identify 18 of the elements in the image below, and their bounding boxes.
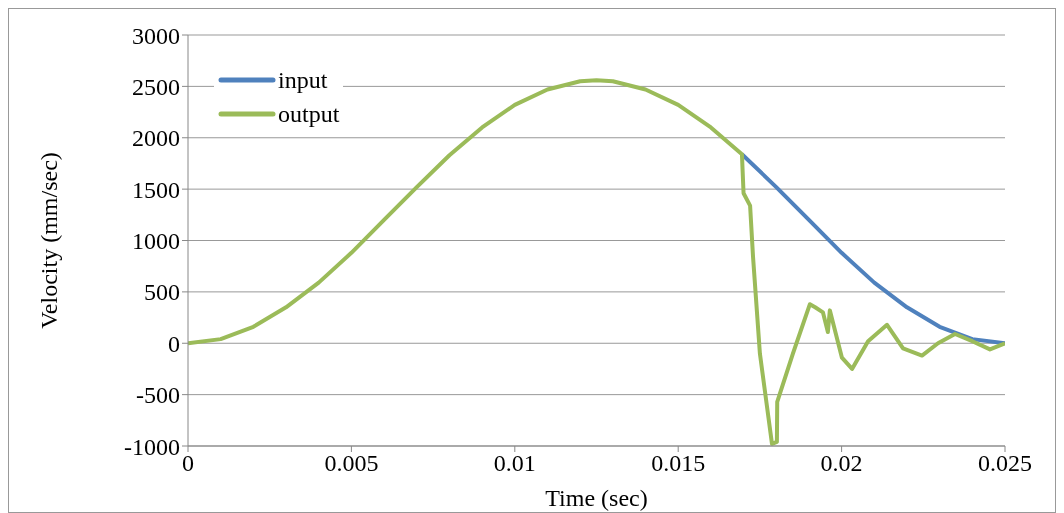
y-tick-label: 2500 bbox=[132, 73, 180, 100]
legend-label: input bbox=[278, 66, 328, 95]
x-tick-label: 0.025 bbox=[978, 450, 1032, 477]
x-axis-title: Time (sec) bbox=[545, 485, 648, 511]
y-axis-title: Velocity (mm/sec) bbox=[35, 152, 62, 329]
y-tick-label: -500 bbox=[136, 382, 180, 409]
y-tick-label: 0 bbox=[168, 330, 180, 357]
x-tick-label: 0.015 bbox=[651, 450, 706, 477]
y-tick-label: -1000 bbox=[124, 433, 180, 460]
x-tick-label: 0.01 bbox=[493, 450, 536, 477]
x-tick-label: 0.005 bbox=[324, 450, 379, 477]
y-tick-label: 3000 bbox=[132, 22, 180, 49]
y-tick-label: 500 bbox=[144, 279, 180, 306]
y-tick-label: 1000 bbox=[132, 228, 180, 255]
legend-label: output bbox=[278, 100, 340, 129]
y-tick-label: 2000 bbox=[132, 125, 180, 152]
x-tick-label: 0.02 bbox=[820, 450, 863, 477]
y-tick-label: 1500 bbox=[132, 176, 180, 203]
